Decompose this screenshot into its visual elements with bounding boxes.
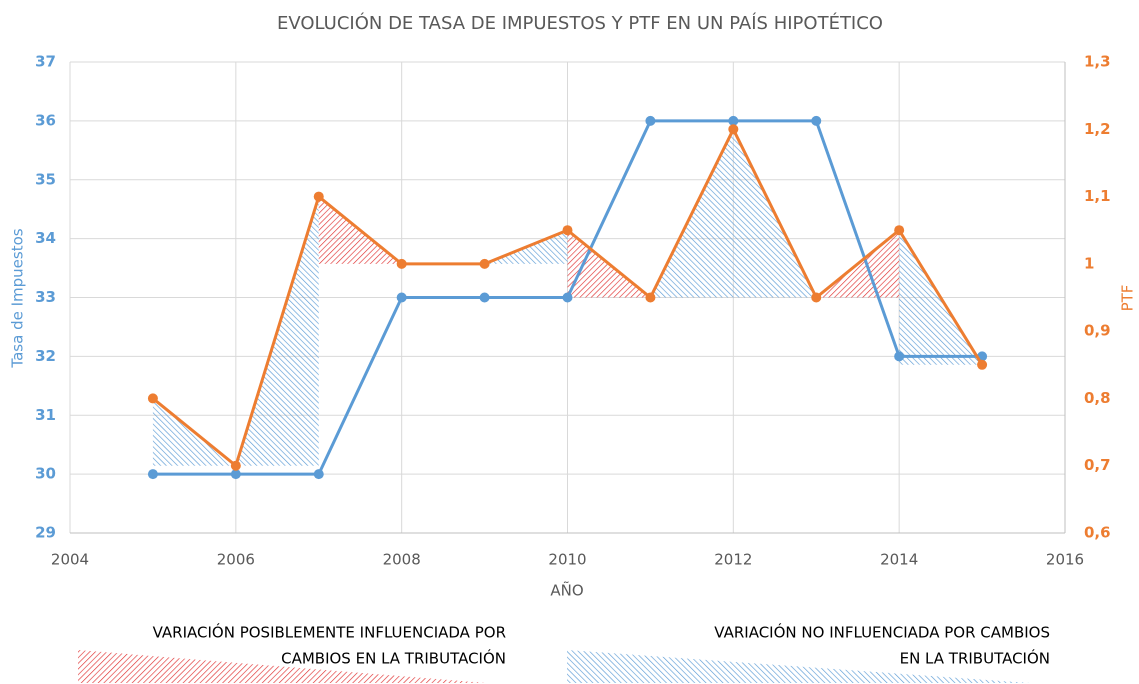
point <box>396 292 407 303</box>
point <box>977 359 988 370</box>
point <box>479 292 490 303</box>
point <box>562 292 573 303</box>
point <box>811 292 822 303</box>
x-tick-label: 2008 <box>383 551 421 569</box>
y-tick-label: 36 <box>35 111 56 129</box>
y-tick-label: 31 <box>35 406 56 424</box>
y2-tick-label: 1,2 <box>1084 120 1111 138</box>
y2-tick-label: 1,3 <box>1084 53 1111 71</box>
y2-tick-label: 0,6 <box>1084 524 1111 542</box>
y2-tick-label: 1 <box>1084 254 1094 272</box>
point <box>313 469 324 480</box>
legend-swatch <box>567 650 1030 683</box>
point <box>562 225 573 236</box>
x-tick-label: 2016 <box>1046 551 1084 569</box>
legend-label: VARIACIÓN NO INFLUENCIADA POR CAMBIOS <box>714 623 1050 642</box>
point <box>894 225 905 236</box>
legend-label: EN LA TRIBUTACIÓN <box>900 649 1050 668</box>
point <box>728 124 739 135</box>
y-tick-label: 35 <box>35 170 56 188</box>
point <box>645 115 656 126</box>
variation-shade <box>484 230 568 264</box>
point <box>313 191 324 202</box>
x-tick-label: 2006 <box>217 551 255 569</box>
x-tick-label: 2014 <box>880 551 918 569</box>
point <box>728 115 739 126</box>
y2-axis-label: PTF <box>1119 285 1137 312</box>
y-tick-label: 37 <box>35 53 56 71</box>
x-axis-label: AÑO <box>550 581 583 600</box>
point <box>894 351 905 362</box>
x-tick-label: 2010 <box>548 551 586 569</box>
point <box>147 393 158 404</box>
y2-tick-label: 1,1 <box>1084 187 1111 205</box>
x-tick-label: 2004 <box>51 551 89 569</box>
y-tick-label: 30 <box>35 465 56 483</box>
point <box>479 258 490 269</box>
point <box>396 258 407 269</box>
legend-swatch <box>78 650 486 683</box>
point <box>230 460 241 471</box>
legend-label: CAMBIOS EN LA TRIBUTACIÓN <box>281 649 506 668</box>
y2-tick-label: 0,7 <box>1084 456 1111 474</box>
chart-title: EVOLUCIÓN DE TASA DE IMPUESTOS Y PTF EN … <box>277 12 883 34</box>
y2-tick-label: 0,9 <box>1084 322 1111 340</box>
y-axis-label: Tasa de Impuestos <box>9 228 27 368</box>
y-tick-label: 33 <box>35 288 56 306</box>
y-tick-label: 32 <box>35 347 56 365</box>
y-tick-label: 34 <box>35 229 56 247</box>
point <box>645 292 656 303</box>
point <box>147 469 158 480</box>
x-tick-label: 2012 <box>714 551 752 569</box>
y-tick-label: 29 <box>35 524 56 542</box>
legend-label: VARIACIÓN POSIBLEMENTE INFLUENCIADA POR <box>153 623 506 642</box>
y2-tick-label: 0,8 <box>1084 389 1111 407</box>
point <box>811 115 822 126</box>
point <box>230 469 241 480</box>
